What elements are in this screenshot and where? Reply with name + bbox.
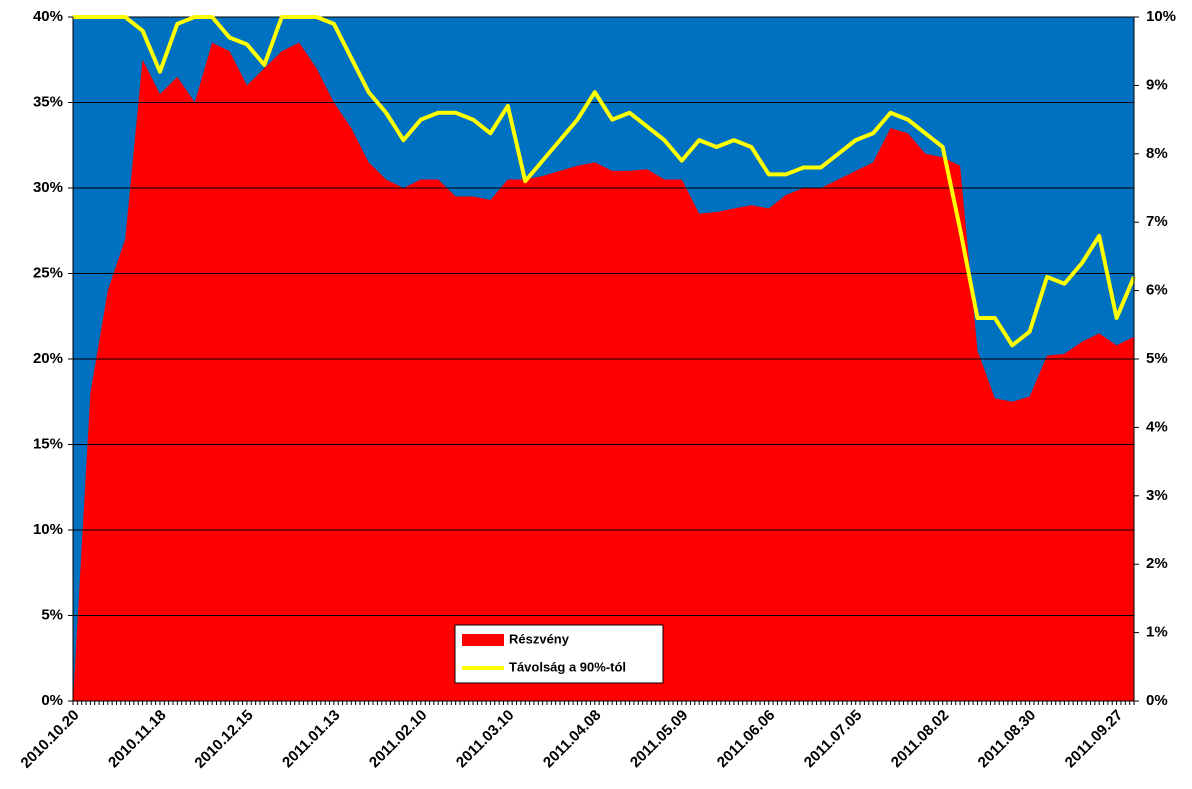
x-tick-label: 2011.02.10	[366, 707, 431, 772]
x-tick-label: 2010.12.15	[191, 707, 256, 772]
y-tick-label: 10%	[33, 521, 63, 538]
y2-tick-label: 6%	[1146, 282, 1168, 299]
x-tick-label: 2011.08.02	[888, 707, 953, 772]
y2-tick-label: 8%	[1146, 145, 1168, 162]
y2-tick-label: 10%	[1146, 8, 1176, 25]
y-tick-label: 20%	[33, 350, 63, 367]
legend-label: Távolság a 90%-tól	[509, 659, 626, 674]
x-tick-label: 2011.05.09	[627, 707, 692, 772]
y-tick-label: 0%	[41, 692, 63, 709]
y2-tick-label: 9%	[1146, 76, 1168, 93]
y2-tick-label: 1%	[1146, 624, 1168, 641]
x-tick-label: 2011.01.13	[279, 707, 344, 772]
line	[73, 15, 1136, 348]
y2-tick-label: 0%	[1146, 692, 1168, 709]
legend-label: Részvény	[509, 631, 570, 646]
area	[73, 42, 1134, 701]
y-tick-label: 25%	[33, 264, 63, 281]
y2-tick-label: 5%	[1146, 350, 1168, 367]
legend-swatch	[462, 634, 504, 646]
y-tick-label: 30%	[33, 179, 63, 196]
y2-tick-label: 3%	[1146, 487, 1168, 504]
x-tick-label: 2010.11.18	[105, 707, 170, 772]
y-tick-label: 35%	[33, 93, 63, 110]
x-tick-label: 2011.08.30	[975, 707, 1040, 772]
y-tick-label: 40%	[33, 8, 63, 25]
y2-tick-label: 7%	[1146, 213, 1168, 230]
x-tick-label: 2011.07.05	[801, 707, 866, 772]
y-tick-label: 15%	[33, 435, 63, 452]
x-tick-label: 2011.03.10	[453, 707, 518, 772]
y2-tick-label: 4%	[1146, 418, 1168, 435]
y2-tick-label: 2%	[1146, 555, 1168, 572]
x-tick-label: 2010.10.20	[18, 707, 83, 772]
x-tick-label: 2011.04.08	[540, 707, 605, 772]
y-tick-label: 5%	[41, 606, 63, 623]
x-tick-label: 2011.09.27	[1062, 707, 1127, 772]
x-tick-label: 2011.06.06	[714, 707, 779, 772]
